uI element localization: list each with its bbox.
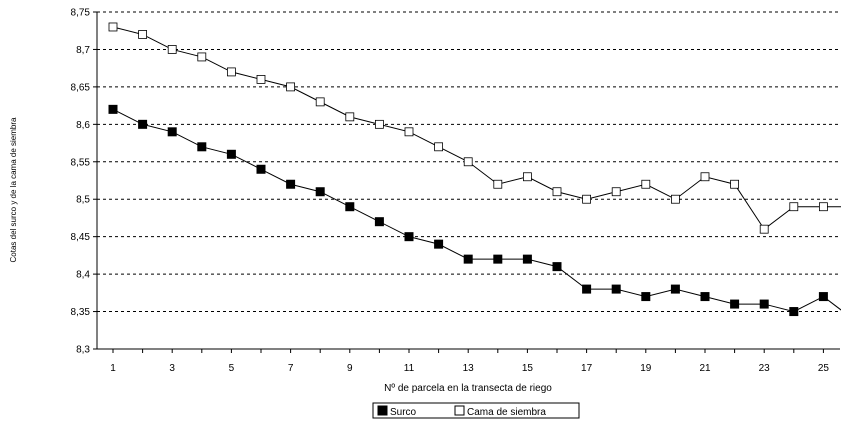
data-point-cama-de-siembra — [671, 194, 680, 204]
data-point-surco — [641, 292, 651, 302]
legend-label-cama: Cama de siembra — [467, 407, 546, 418]
data-point-surco — [670, 284, 680, 294]
legend-box — [372, 402, 580, 419]
y-axis-title: Cotas del surco y de la cama de siembra — [9, 117, 18, 263]
y-tick-label: 8,4 — [76, 270, 90, 281]
legend-label-surco: Surco — [390, 407, 417, 418]
data-point-cama-de-siembra — [167, 45, 177, 54]
data-point-surco — [493, 254, 503, 264]
x-tick-label: 9 — [347, 363, 353, 374]
data-point-cama-de-siembra — [582, 194, 591, 204]
data-point-cama-de-siembra — [434, 142, 444, 152]
data-point-surco — [552, 262, 562, 272]
data-point-cama-de-siembra — [730, 179, 739, 189]
data-point-cama-de-siembra — [404, 127, 414, 137]
data-point-cama-de-siembra — [108, 22, 118, 32]
data-point-surco — [256, 164, 266, 174]
data-point-surco — [818, 292, 828, 302]
legend: Surco Cama de siembra — [372, 402, 580, 419]
legend-marker-cama — [454, 405, 465, 416]
x-tick-label: 19 — [640, 363, 652, 374]
data-point-cama-de-siembra — [552, 187, 562, 197]
y-tick-label: 8,6 — [76, 120, 90, 131]
data-point-cama-de-siembra — [286, 82, 296, 92]
gridlines — [97, 11, 840, 313]
data-point-surco — [167, 127, 177, 137]
data-point-cama-de-siembra — [493, 179, 503, 189]
data-point-cama-de-siembra — [345, 112, 355, 122]
y-tick-label: 8,5 — [76, 195, 90, 206]
data-point-surco — [759, 299, 769, 309]
legend-marker-surco — [377, 405, 388, 416]
data-point-surco — [138, 119, 148, 129]
data-point-surco — [730, 299, 740, 309]
data-point-cama-de-siembra — [197, 52, 207, 62]
data-point-surco — [315, 187, 325, 197]
y-tick-label: 8,75 — [71, 8, 91, 19]
data-point-surco — [463, 254, 473, 264]
y-tick-label: 8,65 — [71, 82, 91, 93]
data-point-cama-de-siembra — [226, 67, 236, 77]
data-point-surco — [226, 149, 236, 159]
x-tick-label: 15 — [522, 363, 534, 374]
x-tick-label: 13 — [463, 363, 475, 374]
y-tick-label: 8,55 — [71, 157, 91, 168]
x-tick-label: 17 — [581, 363, 593, 374]
x-tick-label: 5 — [229, 363, 235, 374]
data-point-surco — [434, 239, 444, 249]
data-point-surco — [404, 232, 414, 242]
data-point-surco — [286, 179, 296, 189]
x-tick-label: 7 — [288, 363, 294, 374]
data-point-cama-de-siembra — [819, 202, 828, 212]
data-point-surco — [789, 307, 799, 317]
data-point-surco — [108, 104, 118, 114]
series-group — [108, 22, 841, 317]
data-point-surco — [582, 284, 592, 294]
data-point-cama-de-siembra — [138, 30, 148, 39]
data-point-surco — [374, 217, 384, 227]
data-point-cama-de-siembra — [374, 119, 384, 129]
data-point-surco — [611, 284, 621, 294]
x-axis-title: Nº de parcela en la transecta de riego — [384, 383, 552, 394]
data-point-surco — [700, 292, 710, 302]
x-tick-label: 23 — [759, 363, 771, 374]
data-point-cama-de-siembra — [759, 224, 769, 234]
x-tick-label: 25 — [818, 363, 830, 374]
y-tick-label: 8,7 — [76, 45, 90, 56]
data-point-cama-de-siembra — [700, 172, 710, 182]
data-point-surco — [197, 142, 207, 152]
data-point-cama-de-siembra — [611, 187, 621, 197]
x-tick-label: 11 — [404, 363, 415, 374]
data-point-cama-de-siembra — [463, 157, 473, 167]
data-point-surco — [522, 254, 532, 264]
data-point-cama-de-siembra — [789, 202, 799, 212]
data-point-cama-de-siembra — [315, 97, 325, 107]
y-tick-label: 8,3 — [76, 345, 90, 356]
x-tick-label: 1 — [110, 363, 116, 374]
x-tick-label: 3 — [169, 363, 175, 374]
x-axis-ticks: 1 3 5 7 9 11 13 15 17 19 21 23 25 — [110, 349, 829, 374]
data-point-surco — [345, 202, 355, 212]
data-point-cama-de-siembra — [641, 179, 651, 189]
series-line-cama-de-siembra — [112, 26, 841, 230]
x-tick-label: 21 — [699, 363, 711, 374]
y-tick-label: 8,35 — [71, 307, 91, 318]
data-point-cama-de-siembra — [523, 172, 532, 182]
y-axis-ticks: 8,3 8,35 8,4 8,45 8,5 8,55 8,6 8,65 8,7 8,75 — [71, 8, 97, 356]
y-tick-label: 8,45 — [71, 232, 91, 243]
axes — [96, 12, 840, 350]
data-point-cama-de-siembra — [256, 75, 266, 84]
series-line-surco — [112, 108, 841, 313]
